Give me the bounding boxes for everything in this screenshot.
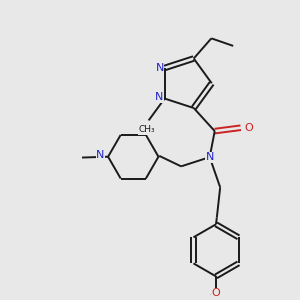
Text: N: N xyxy=(155,63,164,73)
Text: CH₃: CH₃ xyxy=(138,125,155,134)
Text: O: O xyxy=(244,123,253,133)
Text: O: O xyxy=(212,288,220,298)
Text: N: N xyxy=(155,92,164,102)
Text: N: N xyxy=(206,152,214,162)
Text: N: N xyxy=(96,150,105,160)
